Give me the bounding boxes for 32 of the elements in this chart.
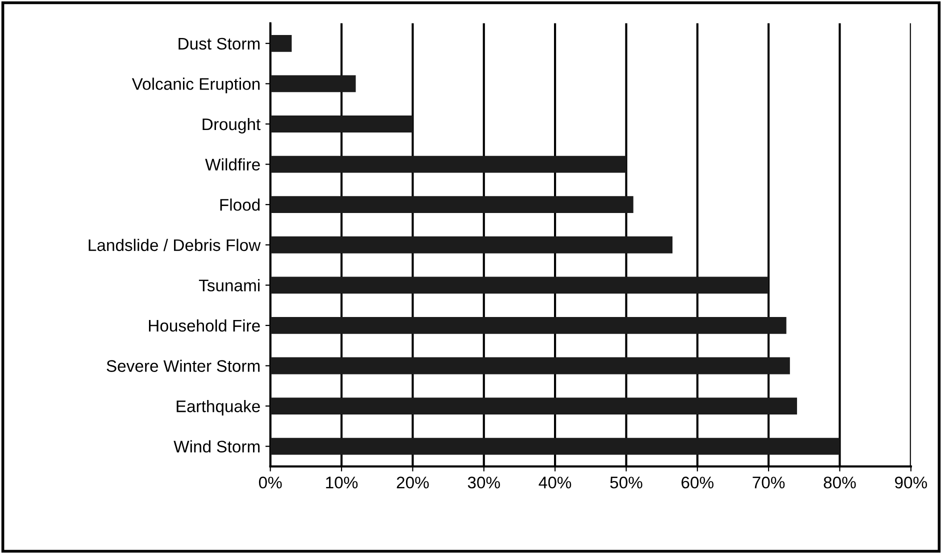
- x-tick-label: 40%: [538, 476, 572, 488]
- x-tick-label: 80%: [824, 476, 856, 488]
- bar: [270, 276, 769, 294]
- bar: [270, 398, 798, 414]
- bar: [270, 116, 413, 132]
- bar: [270, 156, 626, 173]
- y-tick-label: Household Fire: [148, 319, 260, 332]
- bar: [270, 196, 634, 214]
- y-tick-label: Dust Storm: [178, 38, 260, 50]
- bar: [270, 316, 786, 334]
- x-tick-label: 50%: [610, 476, 642, 488]
- x-tick-label: 10%: [326, 476, 358, 488]
- y-tick-label: Earthquake: [176, 400, 260, 416]
- bar: [270, 75, 356, 92]
- x-tick-label: 60%: [682, 476, 714, 488]
- x-tick-label: 90%: [895, 476, 927, 488]
- bar: [270, 357, 790, 374]
- y-tick-label: Wildfire: [205, 158, 260, 170]
- bar: [270, 236, 672, 254]
- y-tick-label: Landslide / Debris Flow: [88, 238, 261, 252]
- y-tick-label: Drought: [202, 118, 261, 134]
- x-tick-label: 0%: [258, 476, 282, 488]
- bar: [270, 438, 840, 455]
- y-tick-label: Volcanic Eruption: [132, 78, 260, 94]
- x-tick-label: 30%: [468, 476, 500, 488]
- y-tick-label: Wind Storm: [174, 440, 260, 453]
- y-tick-label: Severe Winter Storm: [106, 360, 260, 372]
- bar: [270, 34, 292, 52]
- x-tick-label: 20%: [396, 476, 429, 488]
- x-tick-label: 70%: [752, 476, 785, 488]
- y-tick-label: Tsunami: [198, 279, 260, 292]
- y-tick-label: Flood: [220, 198, 260, 211]
